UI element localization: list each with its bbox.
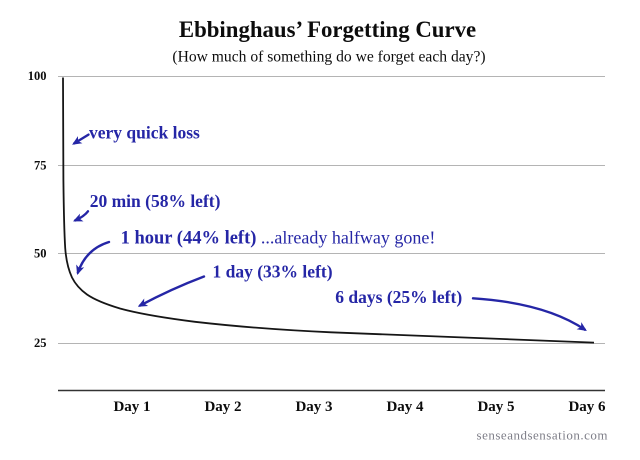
svg-text:Day 5: Day 5 [477,399,514,415]
svg-text:Ebbinghaus’ Forgetting Curve: Ebbinghaus’ Forgetting Curve [179,17,476,42]
svg-text:6 days (25% left): 6 days (25% left) [335,287,462,307]
svg-text:75: 75 [34,159,47,173]
svg-text:very quick loss: very quick loss [89,123,200,143]
svg-text:Day 6: Day 6 [568,399,606,415]
svg-text:Day 2: Day 2 [204,399,241,415]
svg-text:50: 50 [34,247,47,261]
svg-text:Day 3: Day 3 [295,399,332,415]
svg-text:Day 4: Day 4 [386,399,424,415]
svg-text:20 min (58% left): 20 min (58% left) [90,191,221,211]
svg-text:(How much of something do we f: (How much of something do we forget each… [172,49,485,66]
svg-text:senseandsensation.com: senseandsensation.com [477,428,608,443]
svg-text:25: 25 [34,336,47,350]
svg-text:1 hour (44% left) ...already h: 1 hour (44% left) ...already halfway gon… [121,228,436,249]
svg-text:Day 1: Day 1 [113,399,150,415]
svg-text:100: 100 [28,69,47,83]
svg-text:1 day (33% left): 1 day (33% left) [213,262,333,282]
